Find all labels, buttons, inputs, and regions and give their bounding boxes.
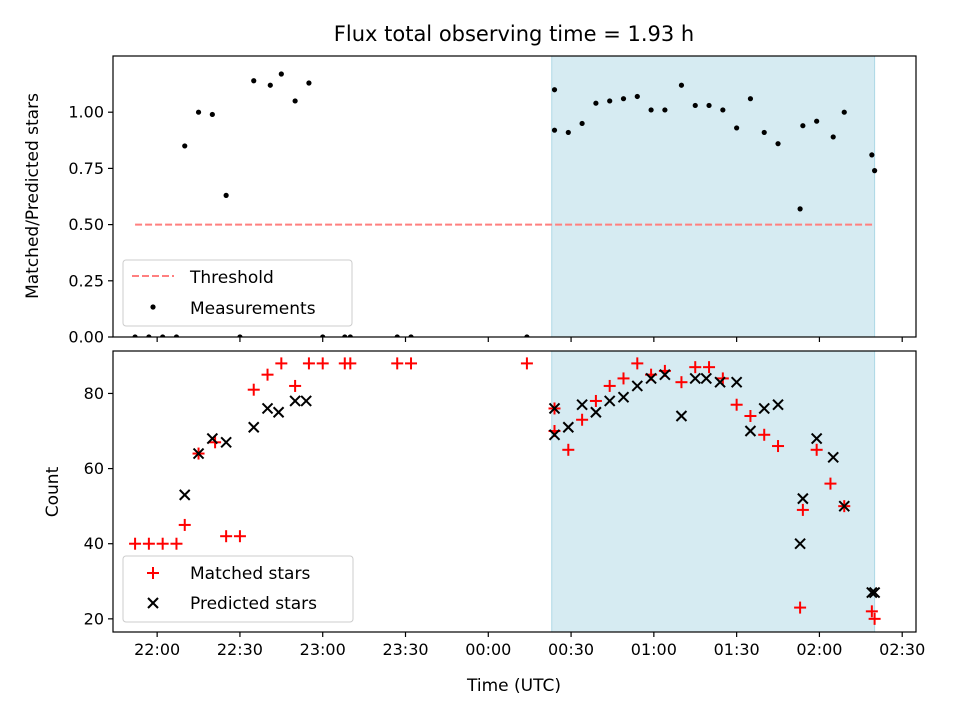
measurement-point xyxy=(224,193,229,198)
x-axis-label: Time (UTC) xyxy=(466,676,561,696)
measurement-point xyxy=(720,107,725,112)
bottom-y-axis-label: Count xyxy=(43,466,63,517)
top-legend: Threshold Measurements xyxy=(123,260,352,326)
x-tick-label: 02:00 xyxy=(796,640,842,659)
legend-threshold-label: Threshold xyxy=(189,268,274,288)
measurement-point xyxy=(182,143,187,148)
observing-window-shade xyxy=(552,56,875,337)
legend-predicted-label: Predicted stars xyxy=(190,594,317,614)
legend-measurements-label: Measurements xyxy=(190,299,316,319)
measurement-point xyxy=(693,103,698,108)
measurement-point xyxy=(566,130,571,135)
y-tick-label: 1.00 xyxy=(68,103,104,122)
y-tick-label: 20 xyxy=(84,609,104,628)
x-tick-label: 02:30 xyxy=(879,640,925,659)
measurement-point xyxy=(775,141,780,146)
x-tick-label: 23:00 xyxy=(300,640,346,659)
measurement-point xyxy=(552,128,557,133)
measurement-point xyxy=(293,98,298,103)
x-tick-label: 00:00 xyxy=(465,640,511,659)
y-tick-label: 80 xyxy=(84,384,104,403)
y-tick-label: 40 xyxy=(84,534,104,553)
measurement-point xyxy=(800,123,805,128)
x-tick-label: 22:30 xyxy=(217,640,263,659)
observing-window-shade xyxy=(552,351,875,632)
measurement-point xyxy=(762,130,767,135)
measurement-point xyxy=(831,134,836,139)
measurement-point xyxy=(306,80,311,85)
measurement-point xyxy=(621,96,626,101)
y-tick-label: 60 xyxy=(84,459,104,478)
measurement-point xyxy=(679,83,684,88)
measurement-point xyxy=(552,87,557,92)
measurement-point xyxy=(593,101,598,106)
measurement-point xyxy=(210,112,215,117)
measurement-point xyxy=(869,152,874,157)
measurement-point xyxy=(268,83,273,88)
measurement-point xyxy=(607,98,612,103)
measurement-point xyxy=(648,107,653,112)
measurement-point xyxy=(635,94,640,99)
y-tick-label: 0.00 xyxy=(68,328,104,347)
y-tick-label: 0.50 xyxy=(68,215,104,234)
x-tick-label: 01:30 xyxy=(714,640,760,659)
measurement-point xyxy=(814,119,819,124)
legend-matched-label: Matched stars xyxy=(190,564,310,584)
x-tick-label: 01:00 xyxy=(631,640,677,659)
chart-title: Flux total observing time = 1.93 h xyxy=(334,22,694,46)
measurement-point xyxy=(734,125,739,130)
measurement-point xyxy=(872,168,877,173)
measurement-point xyxy=(798,206,803,211)
measurement-point xyxy=(251,78,256,83)
y-tick-label: 0.75 xyxy=(68,159,104,178)
x-tick-label: 23:30 xyxy=(382,640,428,659)
measurement-point xyxy=(196,110,201,115)
top-y-axis-label: Matched/Predicted stars xyxy=(23,93,43,299)
measurement-point xyxy=(580,121,585,126)
measurement-point xyxy=(662,107,667,112)
legend-measurements-marker-icon xyxy=(150,304,155,309)
measurement-point xyxy=(279,71,284,76)
measurement-point xyxy=(842,110,847,115)
x-tick-label: 22:00 xyxy=(134,640,180,659)
measurement-point xyxy=(748,96,753,101)
measurement-point xyxy=(706,103,711,108)
x-tick-label: 00:30 xyxy=(548,640,594,659)
bottom-legend: Matched stars Predicted stars xyxy=(123,556,353,622)
chart-figure: Flux total observing time = 1.93 h Match… xyxy=(0,0,960,720)
y-tick-label: 0.25 xyxy=(68,271,104,290)
